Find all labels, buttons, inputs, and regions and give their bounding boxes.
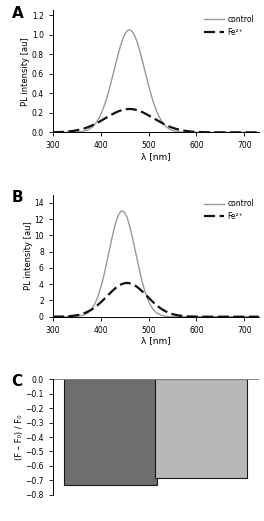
Legend: control, Fe²⁺: control, Fe²⁺ (201, 196, 257, 224)
Bar (64, 379, 157, 485)
Y-axis label: PL intensity [au]: PL intensity [au] (24, 221, 33, 290)
Y-axis label: (F – F₀) / F₀: (F – F₀) / F₀ (15, 414, 24, 460)
Text: C: C (12, 375, 23, 390)
Legend: control, Fe²⁺: control, Fe²⁺ (201, 12, 257, 40)
X-axis label: λ [nm]: λ [nm] (141, 336, 171, 345)
X-axis label: λ [nm]: λ [nm] (141, 152, 171, 161)
Bar (155, 379, 247, 478)
Text: B: B (12, 190, 23, 205)
Y-axis label: PL intensity [au]: PL intensity [au] (21, 37, 30, 106)
Text: A: A (12, 6, 23, 20)
